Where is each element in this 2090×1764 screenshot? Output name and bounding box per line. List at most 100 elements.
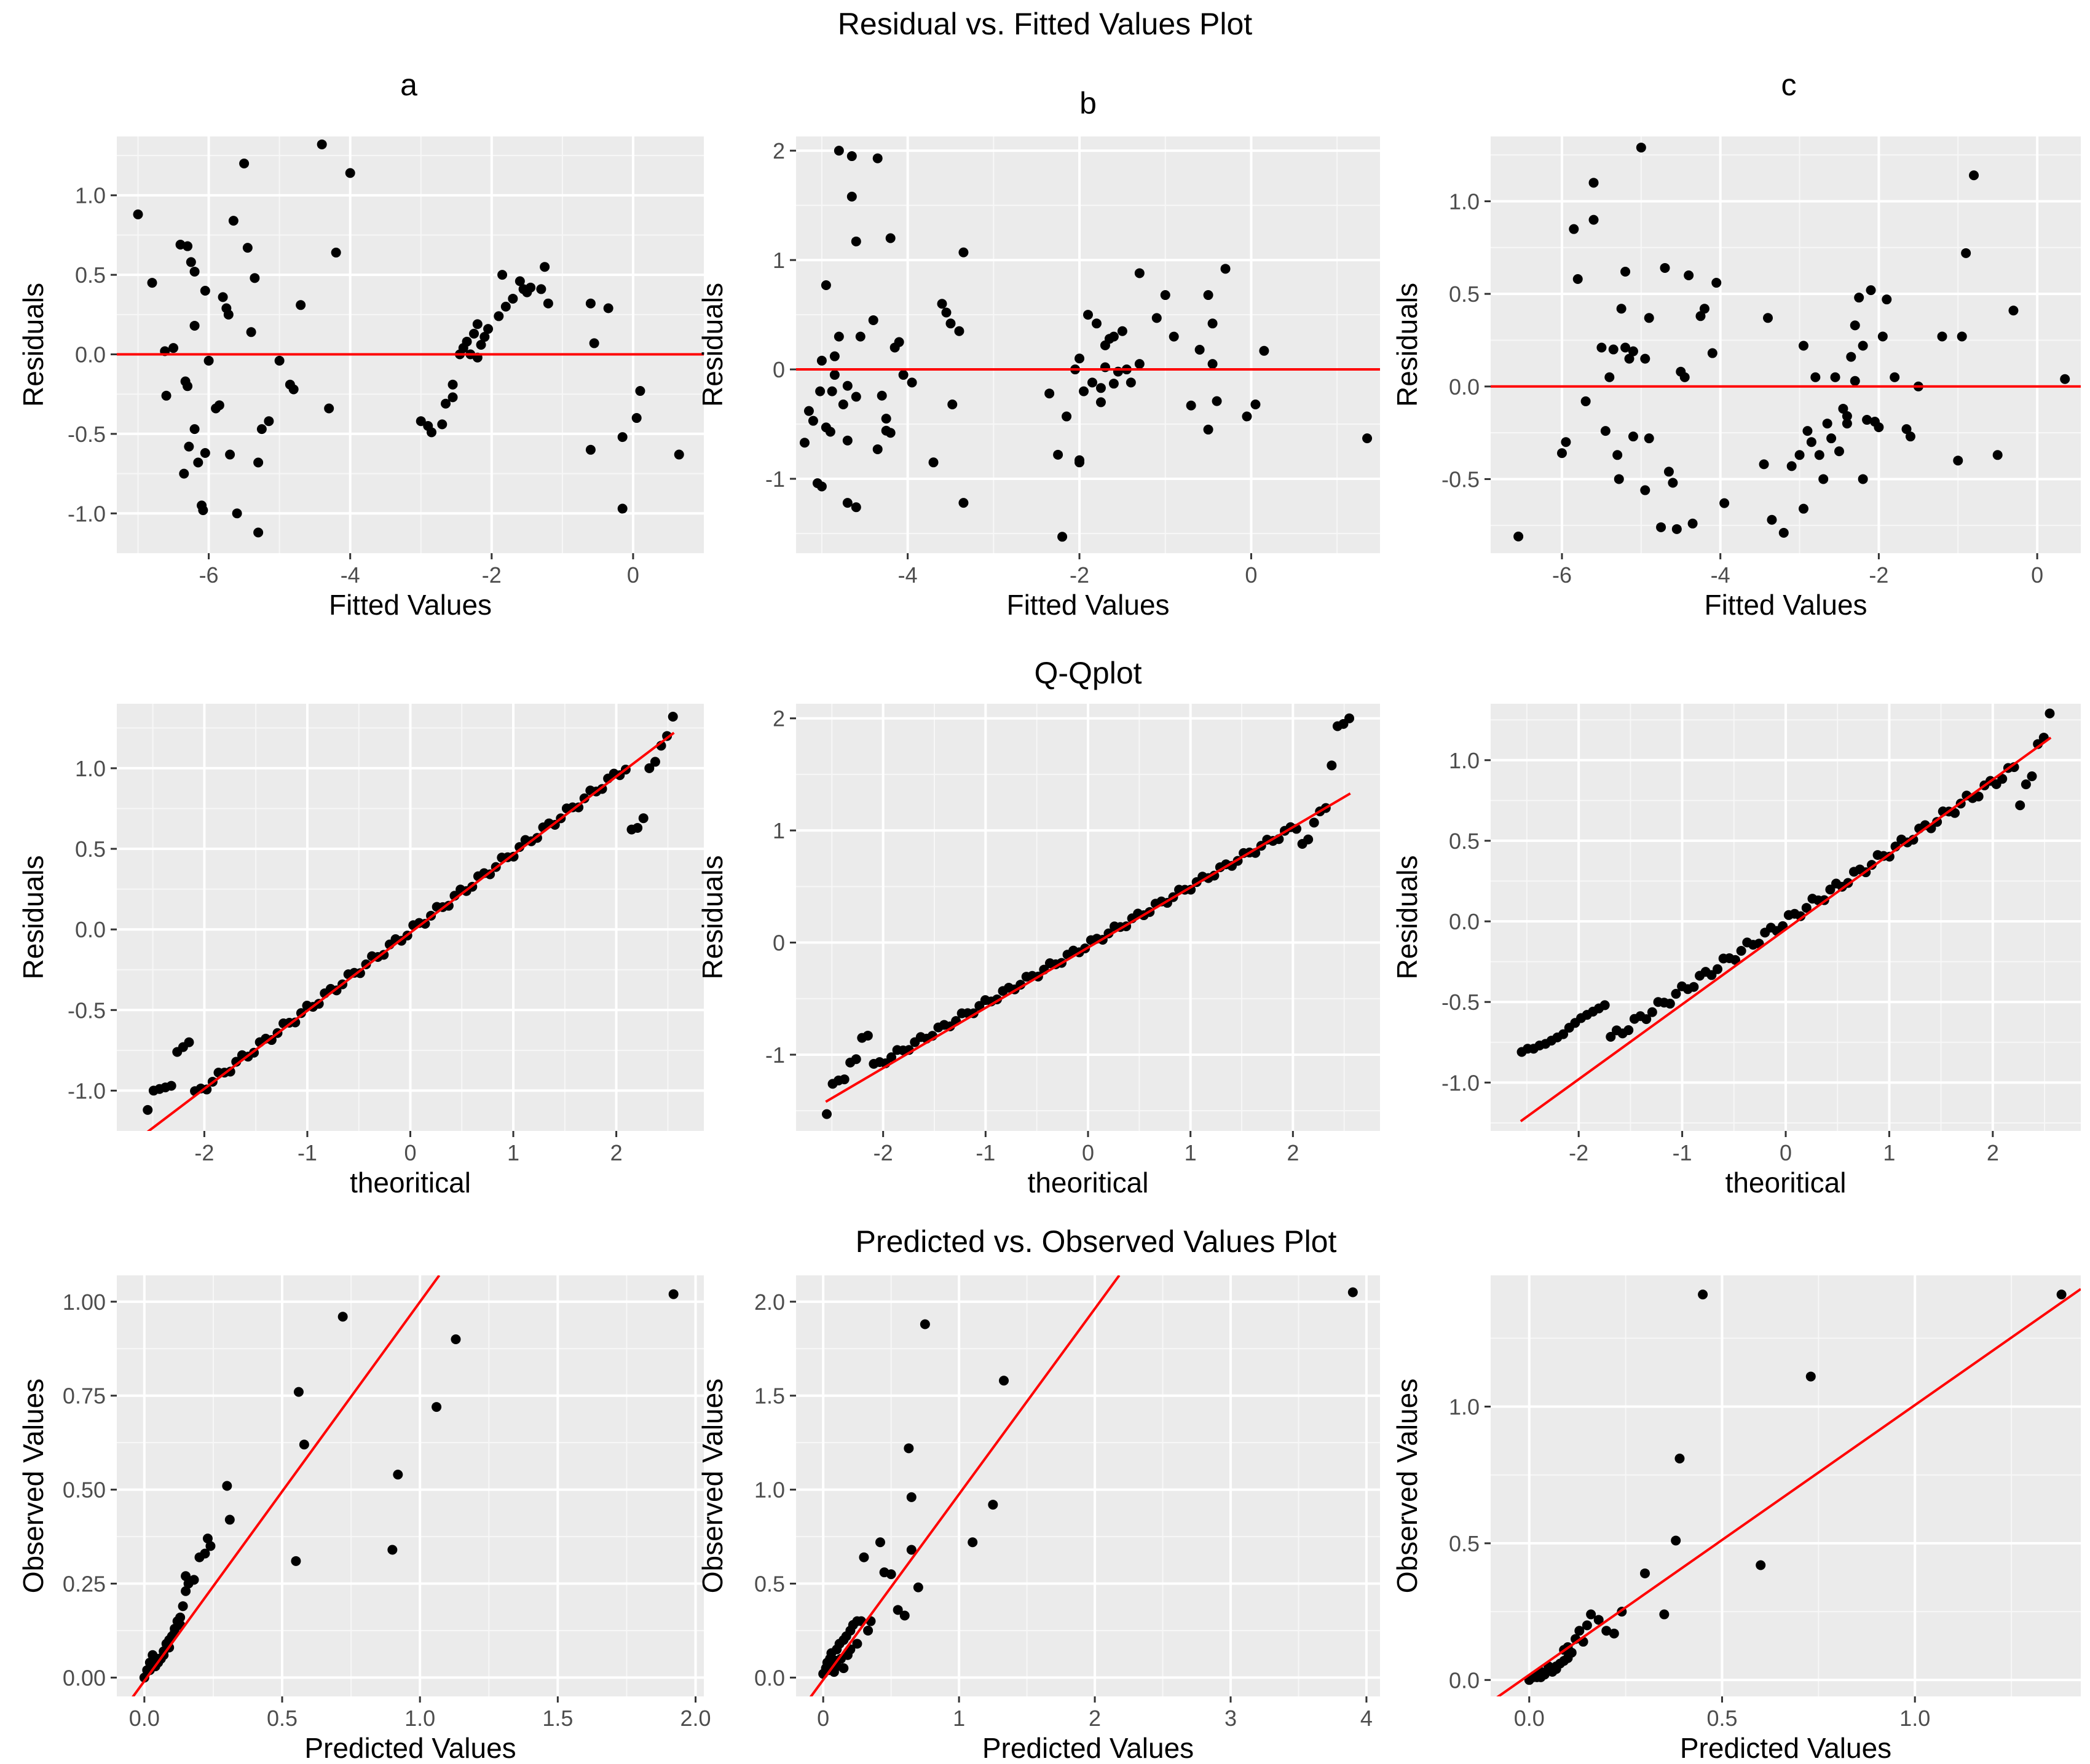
data-point	[1203, 290, 1213, 301]
data-point	[222, 1481, 232, 1491]
data-point	[1532, 1672, 1542, 1682]
data-point	[851, 392, 861, 402]
data-point	[816, 481, 827, 492]
data-point	[638, 813, 649, 824]
data-point	[1628, 431, 1638, 442]
panel-a-residual-fitted: -6 -4 -2 0 -1.0 -0.5 0.0 0.5 1.0 Fitted Values Res…	[17, 136, 704, 621]
data-point	[822, 1109, 832, 1119]
data-point	[988, 1500, 998, 1510]
data-marks	[1496, 1288, 2081, 1696]
plot-background	[1491, 136, 2081, 553]
data-point	[877, 390, 887, 401]
data-point	[184, 1037, 194, 1047]
data-marks	[1491, 143, 2081, 541]
data-point	[872, 444, 883, 454]
data-point	[225, 449, 235, 460]
data-point	[1608, 344, 1619, 355]
y-axis-title: Residuals	[17, 283, 49, 407]
data-point	[264, 416, 274, 427]
x-axis-title: theoritical	[350, 1167, 471, 1199]
data-point	[1854, 293, 1864, 303]
y-axis-title: Residuals	[696, 283, 728, 407]
x-tick-label: 0	[2031, 562, 2043, 588]
data-point	[1858, 341, 1868, 351]
data-point	[589, 338, 599, 348]
data-point	[1671, 524, 1682, 534]
data-point	[644, 763, 655, 773]
data-point	[1588, 215, 1599, 225]
x-tick-label: 2	[610, 1140, 623, 1165]
data-point	[143, 1104, 153, 1115]
data-point	[1083, 310, 1093, 320]
data-point	[228, 216, 239, 226]
data-point	[1663, 467, 1674, 477]
data-point	[1640, 485, 1650, 495]
data-point	[842, 380, 853, 391]
data-point	[232, 508, 242, 519]
data-point	[1756, 1560, 1766, 1570]
data-point	[1075, 455, 1085, 465]
data-point	[1818, 474, 1829, 484]
data-point	[508, 851, 519, 862]
data-point	[851, 236, 861, 246]
x-tick-label: 3	[1224, 1706, 1237, 1731]
data-point	[1659, 1609, 1670, 1620]
y-axis-title: Observed Values	[17, 1379, 49, 1593]
data-point	[515, 276, 525, 286]
data-point	[907, 377, 917, 388]
data-point	[181, 1571, 191, 1581]
data-point	[1586, 1609, 1596, 1620]
data-point	[1689, 982, 1699, 992]
data-point	[885, 428, 896, 438]
x-tick-label: 1.0	[1899, 1706, 1930, 1731]
data-point	[214, 400, 224, 411]
data-point	[186, 257, 196, 267]
data-point	[1826, 433, 1837, 444]
data-point	[1095, 383, 1106, 393]
data-point	[842, 435, 853, 446]
panel-c-residual-fitted: -6 -4 -2 0 -0.5 0.0 0.5 1.0 Fitted Values Residua…	[1391, 136, 2081, 621]
data-point	[1126, 377, 1136, 388]
data-point	[291, 1556, 301, 1566]
x-axis-title: Predicted Values	[304, 1732, 516, 1764]
x-tick-label: 1.0	[404, 1706, 435, 1731]
x-tick-label: -2	[1070, 562, 1089, 588]
data-point	[1551, 1664, 1561, 1674]
x-tick-label: 0	[627, 562, 639, 588]
y-tick-label: 1.0	[1449, 1395, 1480, 1420]
data-point	[432, 1402, 442, 1412]
data-point	[448, 392, 458, 403]
data-point	[913, 1582, 923, 1593]
data-point	[1303, 834, 1314, 845]
data-point	[1679, 372, 1690, 382]
data-point	[296, 1008, 306, 1018]
data-point	[803, 406, 814, 416]
data-point	[1901, 424, 1912, 435]
x-tick-label: 2.0	[680, 1706, 711, 1731]
data-point	[250, 273, 260, 283]
data-point	[1087, 377, 1097, 388]
data-point	[920, 1319, 930, 1329]
x-tick-label: 0.5	[1706, 1706, 1737, 1731]
data-point	[1091, 318, 1102, 329]
data-point	[1719, 498, 1730, 508]
data-point	[851, 502, 861, 513]
data-point	[1684, 270, 1694, 280]
data-point	[253, 527, 264, 538]
y-tick-label: 1.5	[754, 1384, 785, 1409]
data-point	[451, 1334, 461, 1344]
data-point	[1220, 264, 1231, 274]
x-axis-title: theoritical	[1725, 1167, 1847, 1199]
data-point	[253, 457, 264, 468]
x-axis-title: Predicted Values	[1680, 1732, 1891, 1764]
data-point	[863, 1625, 873, 1636]
x-tick-label: -1	[976, 1140, 995, 1165]
data-point	[218, 292, 228, 302]
data-point	[508, 293, 518, 304]
data-point	[1802, 426, 1813, 436]
data-point	[242, 243, 253, 253]
data-point	[1582, 1620, 1592, 1631]
data-point	[462, 336, 472, 347]
y-tick-label: 0.0	[1449, 1668, 1480, 1693]
data-point	[1953, 455, 1963, 466]
